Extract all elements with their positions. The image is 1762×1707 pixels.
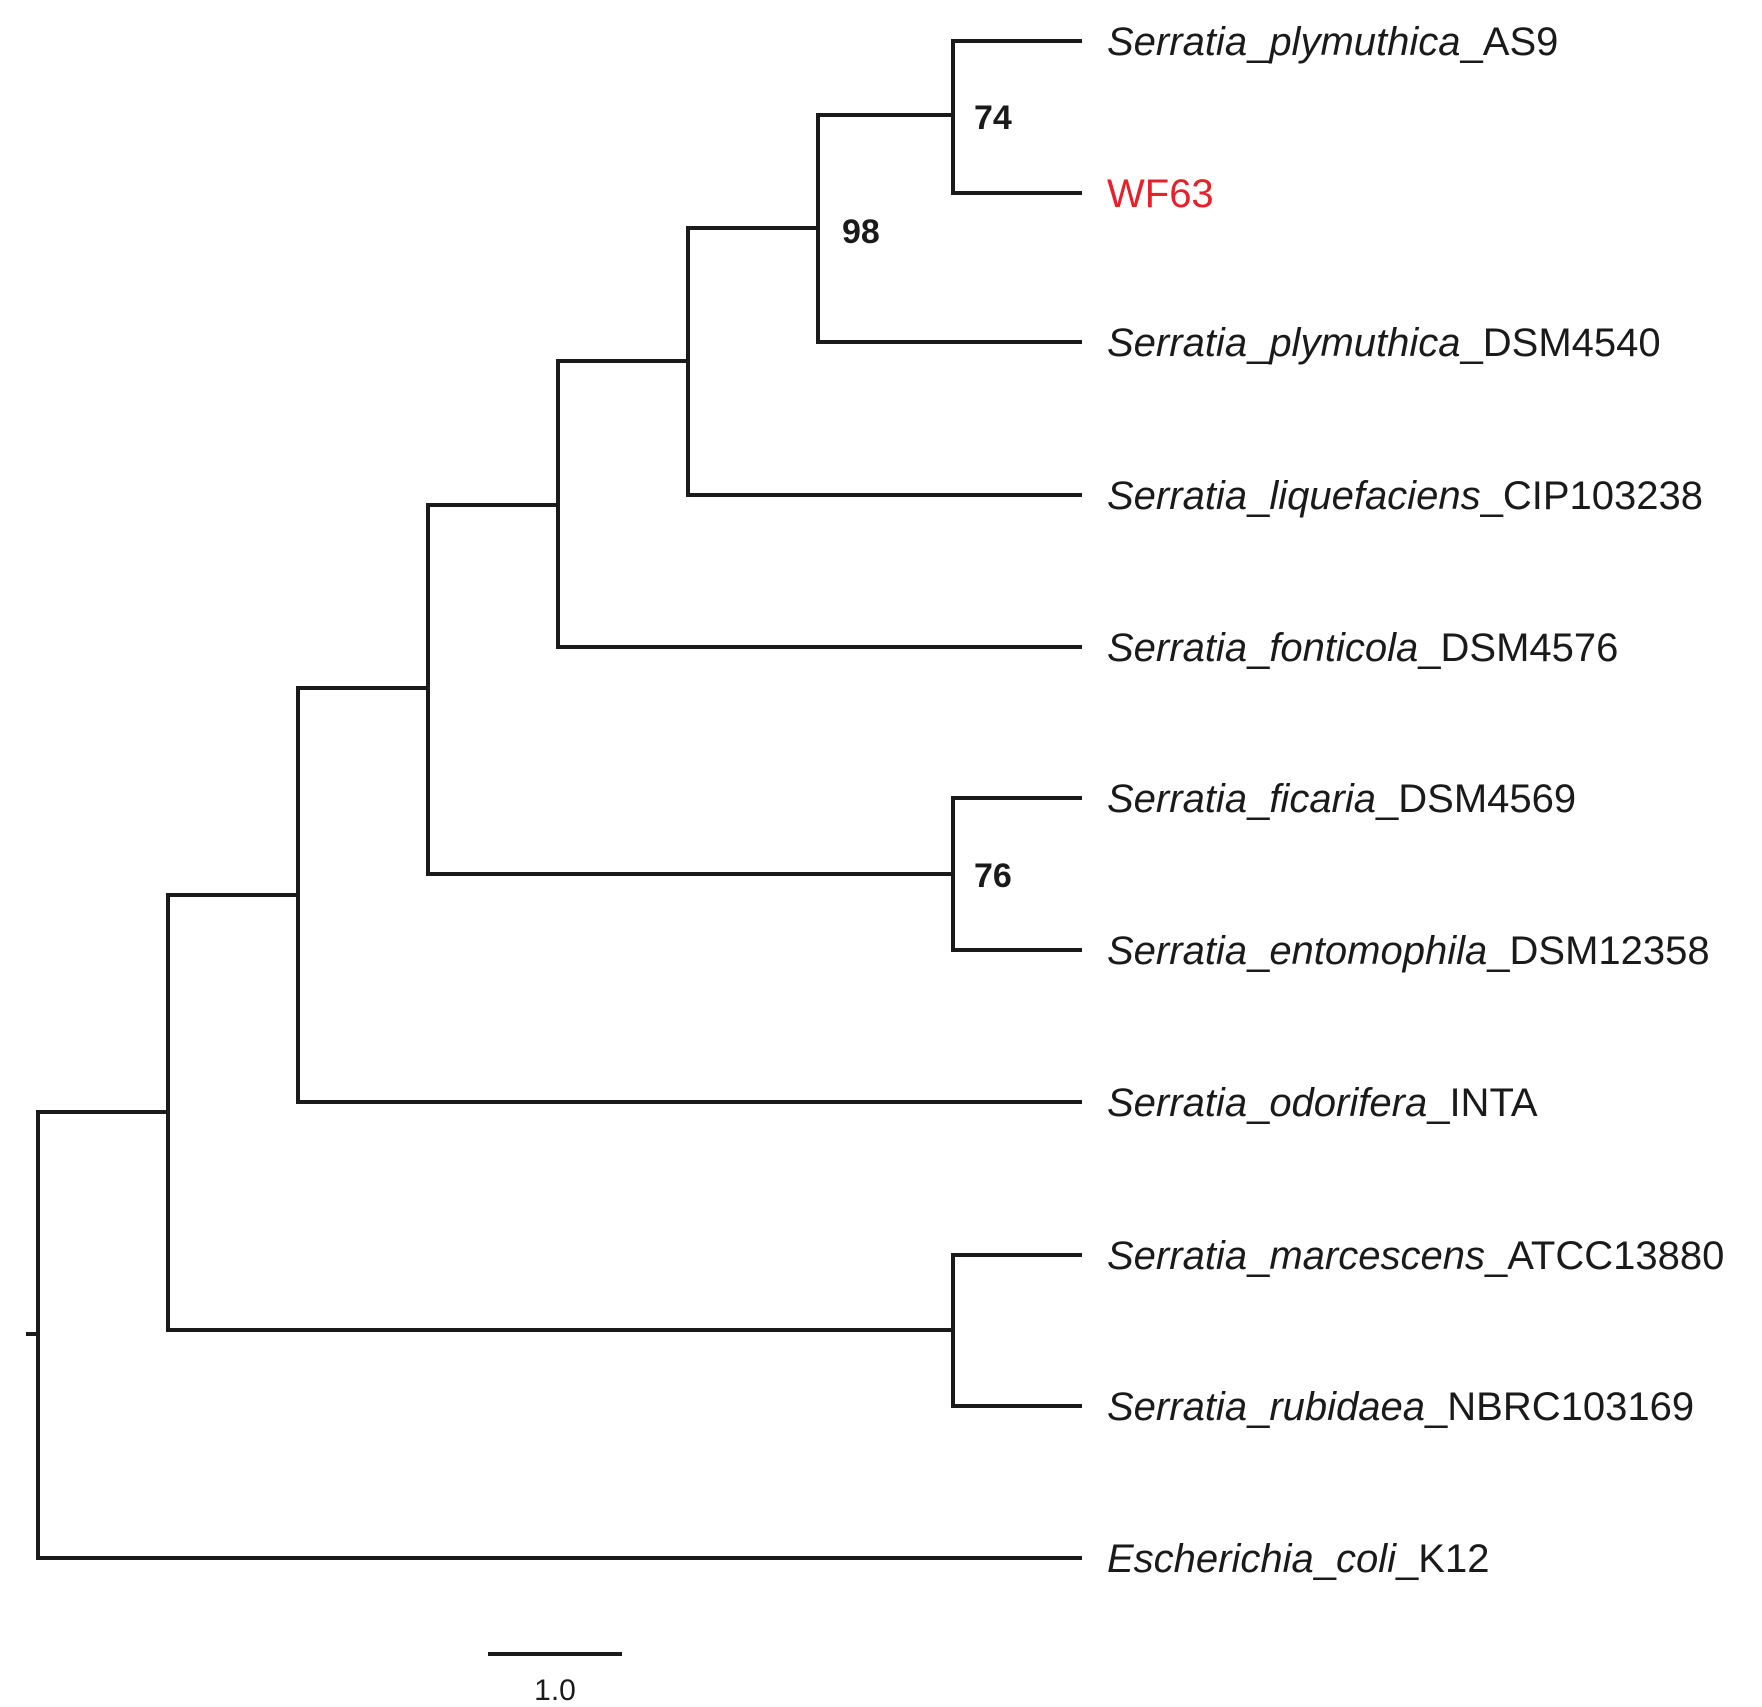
taxon-label: Serratia_liquefaciens_CIP103238 <box>1107 474 1703 518</box>
support-value: 76 <box>974 857 1012 895</box>
taxon-label: Escherichia_coli_K12 <box>1107 1537 1489 1581</box>
scale-bar: 1.0 <box>488 1652 622 1707</box>
taxon-label: Serratia_odorifera_INTA <box>1107 1081 1538 1125</box>
taxon-label: Serratia_ficaria_DSM4569 <box>1107 777 1576 821</box>
taxon-label: Serratia_rubidaea_NBRC103169 <box>1107 1385 1694 1429</box>
taxon-label: Serratia_plymuthica_DSM4540 <box>1107 321 1661 365</box>
taxon-label: Serratia_fonticola_DSM4576 <box>1107 626 1618 670</box>
scale-bar-label: 1.0 <box>534 1674 576 1707</box>
support-value: 98 <box>842 213 880 251</box>
taxon-label-highlighted: WF63 <box>1107 172 1214 216</box>
taxon-labels: Serratia_plymuthica_AS9 WF63 Serratia_pl… <box>1107 20 1724 1581</box>
taxon-label: Serratia_entomophila_DSM12358 <box>1107 929 1710 973</box>
tree-branches <box>26 39 1082 1560</box>
taxon-label: Serratia_marcescens_ATCC13880 <box>1107 1234 1724 1278</box>
support-values: 74 98 76 <box>842 99 1012 895</box>
taxon-label: Serratia_plymuthica_AS9 <box>1107 20 1558 64</box>
support-value: 74 <box>974 99 1012 137</box>
